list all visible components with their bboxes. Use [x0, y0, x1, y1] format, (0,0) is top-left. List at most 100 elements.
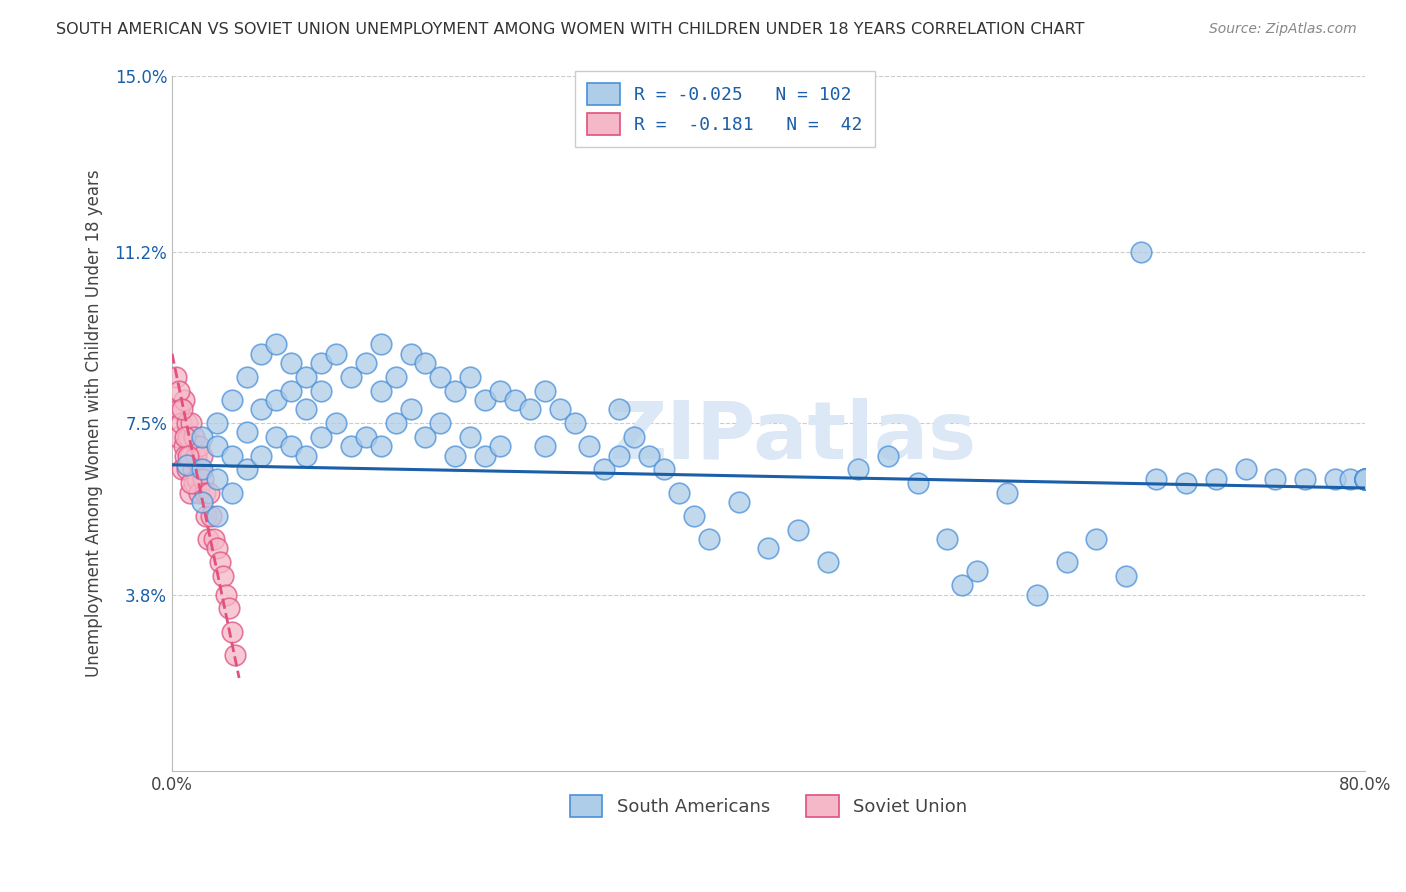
Point [950, 578, 973, 592]
Point [1234, 462, 1257, 476]
Point [415, 356, 437, 370]
Point [176, 462, 198, 476]
Point [1354, 472, 1376, 486]
Point [266, 430, 288, 444]
Point [169, 402, 191, 417]
Point [458, 369, 481, 384]
Point [489, 384, 512, 398]
Point [166, 369, 188, 384]
Point [1085, 532, 1108, 546]
Point [1205, 472, 1227, 486]
Point [1354, 472, 1376, 486]
Point [198, 485, 221, 500]
Point [174, 430, 197, 444]
Point [1264, 472, 1286, 486]
Point [191, 495, 214, 509]
Point [191, 449, 214, 463]
Point [638, 449, 661, 463]
Point [193, 472, 215, 486]
Point [817, 555, 839, 569]
Point [474, 449, 496, 463]
Point [221, 449, 243, 463]
Point [218, 601, 240, 615]
Point [607, 449, 630, 463]
Point [200, 508, 222, 523]
Point [177, 430, 200, 444]
Point [177, 449, 200, 463]
Point [697, 532, 720, 546]
Point [444, 384, 467, 398]
Point [384, 416, 406, 430]
Point [183, 476, 205, 491]
Point [1354, 472, 1376, 486]
Point [250, 449, 273, 463]
Y-axis label: Unemployment Among Women with Children Under 18 years: Unemployment Among Women with Children U… [86, 169, 103, 677]
Point [179, 449, 201, 463]
Point [205, 439, 228, 453]
Point [205, 472, 228, 486]
Point [623, 430, 645, 444]
Point [295, 402, 318, 417]
Point [187, 439, 209, 453]
Point [205, 416, 228, 430]
Point [758, 541, 780, 556]
Point [340, 369, 363, 384]
Point [1174, 476, 1197, 491]
Point [1130, 244, 1153, 259]
Point [1115, 569, 1137, 583]
Point [668, 485, 690, 500]
Point [1056, 555, 1078, 569]
Point [578, 439, 600, 453]
Point [221, 392, 243, 407]
Point [966, 565, 988, 579]
Point [295, 369, 318, 384]
Point [846, 462, 869, 476]
Text: ZIPatlas: ZIPatlas [609, 398, 976, 476]
Point [370, 439, 392, 453]
Point [533, 384, 555, 398]
Point [489, 439, 512, 453]
Point [215, 588, 238, 602]
Point [503, 392, 526, 407]
Point [181, 462, 204, 476]
Point [1354, 472, 1376, 486]
Point [519, 402, 541, 417]
Point [1354, 472, 1376, 486]
Point [167, 430, 190, 444]
Point [172, 462, 194, 476]
Point [266, 337, 288, 351]
Point [607, 402, 630, 417]
Point [1354, 472, 1376, 486]
Point [1339, 472, 1361, 486]
Point [295, 449, 318, 463]
Point [1354, 472, 1376, 486]
Point [907, 476, 929, 491]
Point [280, 356, 302, 370]
Point [187, 485, 209, 500]
Point [205, 541, 228, 556]
Point [683, 508, 706, 523]
Point [564, 416, 586, 430]
Point [280, 384, 302, 398]
Point [593, 462, 616, 476]
Point [173, 439, 195, 453]
Point [325, 416, 347, 430]
Point [188, 462, 211, 476]
Point [1025, 588, 1047, 602]
Text: Source: ZipAtlas.com: Source: ZipAtlas.com [1209, 22, 1357, 37]
Point [1294, 472, 1316, 486]
Point [221, 485, 243, 500]
Point [415, 430, 437, 444]
Point [652, 462, 675, 476]
Point [195, 508, 218, 523]
Point [370, 384, 392, 398]
Point [876, 449, 898, 463]
Point [787, 523, 810, 537]
Point [172, 402, 194, 417]
Point [174, 449, 197, 463]
Point [354, 356, 377, 370]
Point [197, 532, 219, 546]
Point [399, 346, 422, 360]
Point [548, 402, 571, 417]
Point [176, 416, 198, 430]
